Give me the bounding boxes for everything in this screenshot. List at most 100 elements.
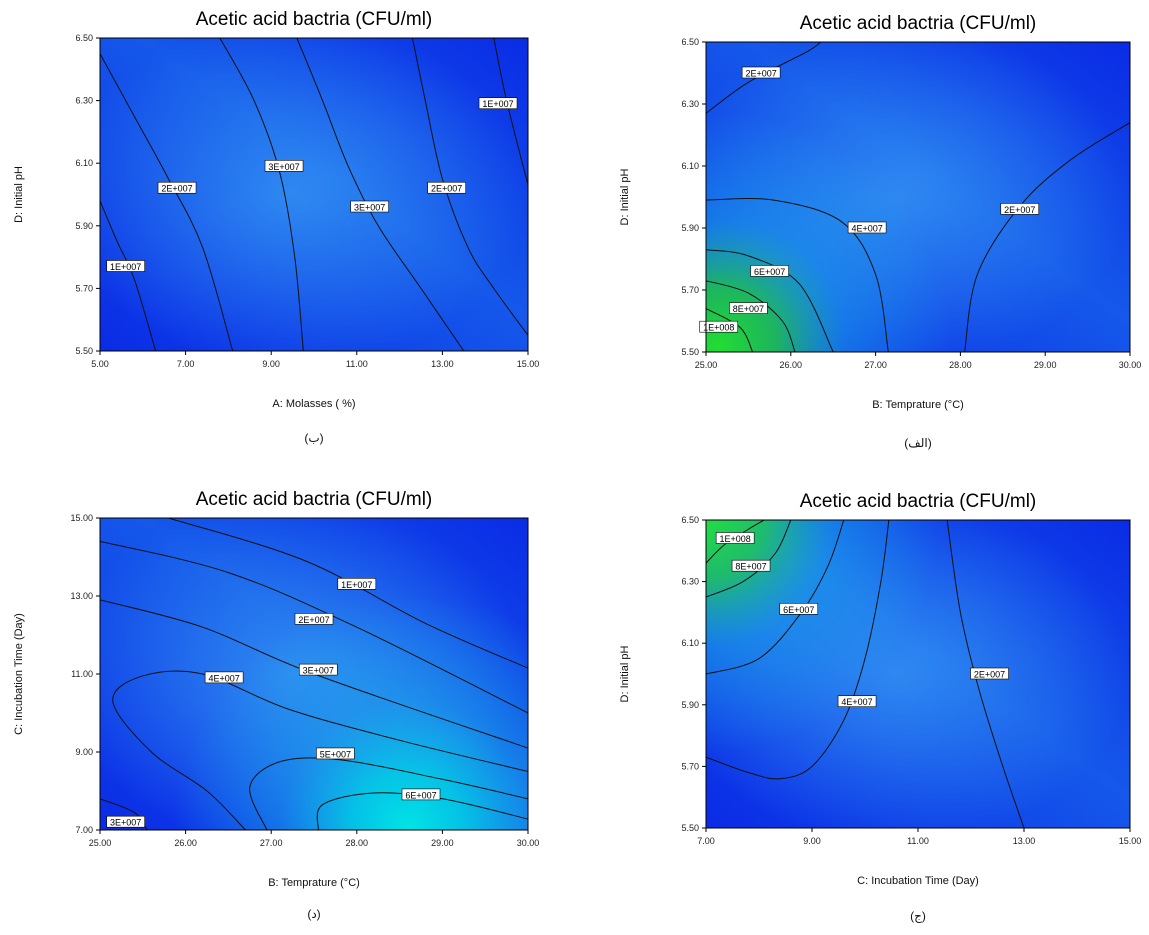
svg-text:4E+007: 4E+007 bbox=[841, 697, 872, 707]
x-tick-label: 13.00 bbox=[1013, 836, 1036, 846]
contour-line bbox=[706, 520, 890, 780]
x-tick-label: 9.00 bbox=[803, 836, 821, 846]
y-tick-label: 15.00 bbox=[70, 513, 93, 523]
plot-frame bbox=[99, 37, 529, 352]
svg-text:1E+007: 1E+007 bbox=[341, 580, 372, 590]
chart-title: Acetic acid bactria (CFU/ml) bbox=[800, 13, 1037, 34]
svg-text:8E+007: 8E+007 bbox=[735, 562, 766, 572]
contour-label: 8E+007 bbox=[729, 302, 768, 314]
contour-label: 1E+007 bbox=[106, 260, 145, 272]
plot-frame bbox=[705, 41, 1131, 353]
y-axis-label: D: Initial pH bbox=[619, 169, 631, 226]
y-tick-label: 5.70 bbox=[681, 761, 699, 771]
y-tick-label: 5.50 bbox=[681, 823, 699, 833]
y-tick-label: 6.50 bbox=[681, 37, 699, 47]
contour-label: 6E+007 bbox=[779, 603, 819, 615]
contour-label: 3E+007 bbox=[264, 160, 304, 172]
y-tick-label: 6.30 bbox=[75, 96, 93, 106]
contour-label: 3E+007 bbox=[298, 663, 338, 676]
panel-caption: (الف) bbox=[904, 436, 931, 450]
svg-text:4E+007: 4E+007 bbox=[208, 673, 239, 683]
x-axis-label: B: Temprature (°C) bbox=[268, 877, 360, 889]
panel-caption: (ب) bbox=[304, 431, 323, 445]
x-axis-label: C: Incubation Time (Day) bbox=[857, 875, 979, 887]
contour-line bbox=[219, 38, 304, 351]
contour-label: 2E+007 bbox=[427, 181, 466, 194]
svg-text:5E+007: 5E+007 bbox=[320, 749, 351, 759]
svg-text:6E+007: 6E+007 bbox=[754, 267, 785, 277]
contour-label: 2E+007 bbox=[294, 613, 334, 625]
svg-text:2E+007: 2E+007 bbox=[298, 615, 329, 625]
x-tick-label: 25.00 bbox=[89, 838, 112, 848]
y-axis-label: C: Incubation Time (Day) bbox=[13, 613, 25, 735]
contour-panel-p1: 1E+007 2E+007 3E+007 3E+007 2E+007 1E+007 5.00… bbox=[13, 9, 539, 445]
y-tick-label: 5.90 bbox=[681, 223, 699, 233]
x-tick-label: 7.00 bbox=[177, 359, 195, 369]
x-tick-label: 25.00 bbox=[695, 360, 718, 370]
contour-label: 2E+007 bbox=[970, 667, 1009, 680]
contour-label: 6E+007 bbox=[401, 788, 441, 800]
contour-label: 1E+008 bbox=[699, 320, 739, 333]
y-tick-label: 13.00 bbox=[70, 591, 93, 601]
contour-line bbox=[706, 42, 821, 114]
y-tick-label: 5.50 bbox=[75, 346, 93, 356]
y-tick-label: 5.70 bbox=[681, 285, 699, 295]
svg-text:1E+008: 1E+008 bbox=[703, 323, 734, 333]
x-tick-label: 26.00 bbox=[780, 360, 803, 370]
svg-text:3E+007: 3E+007 bbox=[268, 162, 299, 172]
y-tick-label: 6.50 bbox=[681, 515, 699, 525]
svg-text:1E+008: 1E+008 bbox=[720, 534, 751, 544]
y-tick-label: 6.10 bbox=[75, 158, 93, 168]
contour-label: 3E+007 bbox=[106, 815, 145, 828]
x-tick-label: 15.00 bbox=[517, 359, 540, 369]
contour-line bbox=[296, 38, 465, 351]
y-axis-label: D: Initial pH bbox=[13, 166, 25, 223]
x-tick-label: 26.00 bbox=[174, 838, 197, 848]
svg-text:4E+007: 4E+007 bbox=[851, 224, 882, 234]
contour-label: 2E+007 bbox=[1000, 203, 1040, 215]
x-tick-label: 27.00 bbox=[260, 838, 283, 848]
contour-label: 2E+007 bbox=[157, 181, 197, 194]
contour-label: 1E+007 bbox=[478, 97, 518, 109]
y-tick-label: 5.50 bbox=[681, 347, 699, 357]
svg-text:2E+007: 2E+007 bbox=[431, 184, 462, 194]
x-axis-label: B: Temprature (°C) bbox=[872, 399, 964, 411]
panel-caption: (د) bbox=[307, 907, 320, 921]
y-tick-label: 6.50 bbox=[75, 33, 93, 43]
contour-line bbox=[706, 308, 754, 352]
panel-caption: (ج) bbox=[910, 909, 926, 923]
x-tick-label: 7.00 bbox=[697, 836, 715, 846]
contour-label: 4E+007 bbox=[837, 695, 877, 707]
svg-text:3E+007: 3E+007 bbox=[110, 818, 141, 828]
y-tick-label: 5.70 bbox=[75, 283, 93, 293]
contour-label: 4E+007 bbox=[204, 671, 244, 683]
contour-label: 6E+007 bbox=[750, 265, 789, 277]
x-tick-label: 13.00 bbox=[431, 359, 454, 369]
contour-label: 1E+008 bbox=[715, 532, 755, 544]
x-tick-label: 29.00 bbox=[431, 838, 454, 848]
contour-label: 1E+007 bbox=[337, 577, 377, 590]
x-axis-label: A: Molasses ( %) bbox=[272, 398, 355, 410]
x-tick-label: 11.00 bbox=[907, 836, 929, 846]
x-tick-label: 9.00 bbox=[262, 359, 280, 369]
contour-label: 5E+007 bbox=[316, 747, 355, 759]
y-tick-label: 9.00 bbox=[75, 747, 93, 757]
chart-title: Acetic acid bactria (CFU/ml) bbox=[800, 491, 1037, 512]
y-tick-label: 7.00 bbox=[75, 825, 93, 835]
x-tick-label: 11.00 bbox=[346, 359, 368, 369]
contour-line bbox=[706, 197, 889, 352]
contour-line bbox=[100, 53, 234, 351]
svg-text:8E+007: 8E+007 bbox=[733, 304, 764, 314]
svg-text:2E+007: 2E+007 bbox=[745, 69, 776, 79]
svg-text:3E+007: 3E+007 bbox=[354, 203, 385, 213]
x-tick-label: 15.00 bbox=[1119, 836, 1142, 846]
x-tick-label: 29.00 bbox=[1034, 360, 1057, 370]
chart-title: Acetic acid bactria (CFU/ml) bbox=[196, 489, 433, 510]
contour-line bbox=[100, 540, 528, 714]
svg-text:6E+007: 6E+007 bbox=[405, 790, 436, 800]
y-tick-label: 11.00 bbox=[71, 669, 93, 679]
x-tick-label: 30.00 bbox=[1119, 360, 1142, 370]
contour-label: 2E+007 bbox=[741, 66, 781, 79]
contour-line bbox=[316, 792, 528, 830]
